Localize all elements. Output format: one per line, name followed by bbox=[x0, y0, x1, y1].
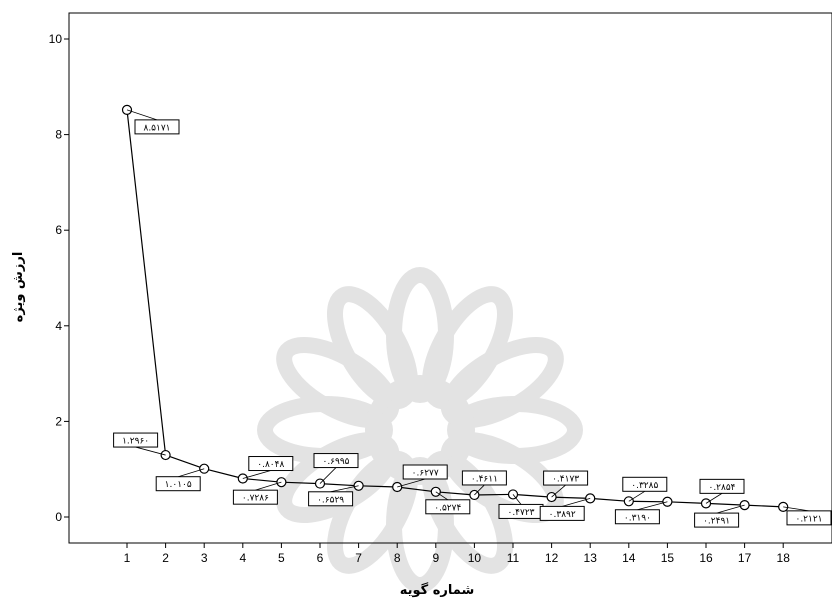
data-label-leader bbox=[319, 467, 337, 484]
data-label-box bbox=[622, 476, 668, 492]
y-axis-title: ارزش ویژه bbox=[11, 252, 26, 323]
x-tick-label: 4 bbox=[239, 551, 246, 565]
data-label: ۰.۳۸۹۲ bbox=[549, 510, 576, 520]
data-label: ۰.۴۷۲۳ bbox=[507, 508, 534, 518]
data-label-box bbox=[539, 505, 585, 521]
data-label-leader bbox=[242, 470, 271, 479]
data-label: ۰.۲۸۵۴ bbox=[708, 483, 735, 493]
x-tick-label: 11 bbox=[507, 551, 520, 565]
data-label-leader bbox=[562, 498, 591, 507]
data-label-leader bbox=[126, 109, 158, 121]
data-label-box bbox=[786, 510, 832, 526]
x-tick-label: 16 bbox=[699, 551, 713, 565]
data-label: ۰.۳۲۸۵ bbox=[631, 481, 658, 491]
data-label-box bbox=[694, 512, 740, 528]
y-tick-label: 4 bbox=[55, 319, 62, 333]
data-label-leader bbox=[551, 484, 566, 498]
data-label-box bbox=[614, 509, 660, 525]
data-label: ۰.۶۲۷۷ bbox=[412, 468, 439, 478]
data-label: ۰.۷۲۸۶ bbox=[242, 494, 269, 504]
data-label: ۰.۴۱۷۳ bbox=[552, 475, 579, 485]
x-tick-label: 9 bbox=[432, 551, 439, 565]
series-line bbox=[126, 109, 784, 508]
data-label-leader bbox=[628, 490, 646, 502]
x-axis-title: شماره گویه bbox=[400, 582, 475, 598]
data-label: ۰.۵۲۷۴ bbox=[434, 503, 461, 513]
data-label: ۰.۸۰۴۸ bbox=[257, 460, 284, 470]
x-tick-label: 8 bbox=[394, 551, 401, 565]
data-label: ۰.۴۶۱۱ bbox=[471, 474, 498, 484]
watermark-petal bbox=[440, 336, 564, 429]
data-label-leader bbox=[397, 478, 426, 488]
data-label: ۰.۲۴۹۱ bbox=[703, 517, 730, 527]
x-tick-label: 2 bbox=[162, 551, 169, 565]
y-tick-label: 2 bbox=[55, 414, 62, 428]
data-label: ۰.۳۱۹۰ bbox=[624, 513, 651, 523]
data-label-leader bbox=[637, 501, 668, 511]
data-label-box bbox=[699, 478, 745, 494]
data-label-leader bbox=[135, 446, 166, 456]
data-label-box bbox=[232, 489, 278, 505]
x-tick-label: 18 bbox=[777, 551, 791, 565]
x-tick-label: 10 bbox=[468, 551, 482, 565]
data-label-leader bbox=[474, 484, 485, 496]
data-label-box bbox=[461, 470, 507, 486]
x-tick-label: 13 bbox=[584, 551, 598, 565]
x-tick-label: 3 bbox=[201, 551, 208, 565]
data-label-box bbox=[134, 119, 180, 135]
x-tick-label: 5 bbox=[278, 551, 285, 565]
y-tick-label: 8 bbox=[55, 128, 62, 142]
data-label-leader bbox=[512, 494, 522, 505]
x-tick-label: 12 bbox=[545, 551, 559, 565]
data-label-box bbox=[313, 453, 359, 469]
data-label: ۱.۲۹۶۰ bbox=[122, 437, 149, 447]
data-label-box bbox=[155, 476, 201, 492]
data-label-box bbox=[425, 499, 471, 515]
y-tick-label: 0 bbox=[55, 510, 62, 524]
data-label-box bbox=[543, 470, 589, 486]
plot-frame bbox=[68, 12, 832, 544]
data-label-box bbox=[308, 491, 354, 507]
data-label-leader bbox=[705, 493, 723, 504]
data-label-box bbox=[248, 456, 294, 472]
x-tick-label: 6 bbox=[317, 551, 324, 565]
data-label-box bbox=[113, 432, 159, 448]
data-label-leader bbox=[783, 506, 810, 512]
x-tick-label: 1 bbox=[124, 551, 131, 565]
data-label: ۸.۵۱۷۱ bbox=[143, 123, 170, 133]
data-label-box bbox=[402, 464, 448, 480]
data-label: ۱.۰۱۰۵ bbox=[165, 480, 192, 490]
data-label-leader bbox=[178, 468, 205, 478]
data-label-leader bbox=[716, 504, 745, 514]
x-tick-label: 14 bbox=[622, 551, 636, 565]
x-tick-label: 17 bbox=[738, 551, 752, 565]
data-label-leader bbox=[435, 491, 449, 501]
data-label: ۰.۶۹۹۵ bbox=[322, 457, 349, 467]
data-label: ۰.۶۵۲۹ bbox=[317, 495, 344, 505]
x-tick-label: 7 bbox=[355, 551, 362, 565]
data-label: ۰.۲۱۲۱ bbox=[795, 514, 822, 524]
watermark-logo-icon bbox=[257, 267, 583, 593]
data-label-leader bbox=[330, 485, 359, 493]
y-tick-label: 6 bbox=[55, 223, 62, 237]
data-label-leader bbox=[255, 481, 282, 491]
x-tick-label: 15 bbox=[661, 551, 675, 565]
y-tick-label: 10 bbox=[49, 32, 63, 46]
